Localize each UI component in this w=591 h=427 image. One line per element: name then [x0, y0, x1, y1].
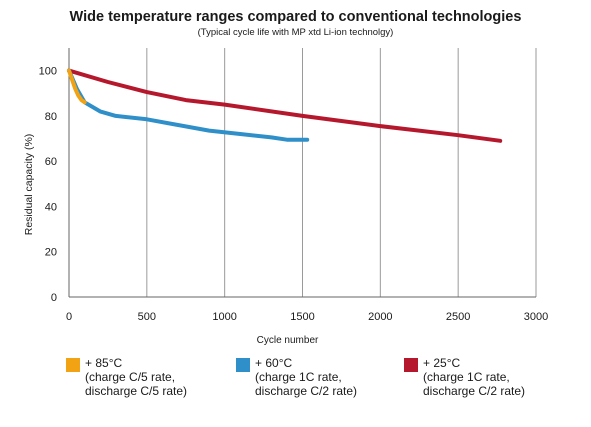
legend-item-25c: + 25°C (charge 1C rate, discharge C/2 ra…: [404, 356, 525, 398]
legend-line: (charge 1C rate,: [255, 370, 342, 384]
y-tick-label: 60: [45, 156, 57, 168]
x-tick-label: 3000: [524, 311, 548, 323]
legend-swatch-60c: [236, 358, 250, 372]
legend-swatch-25c: [404, 358, 418, 372]
series-line-25c: [67, 68, 503, 143]
chart-title: Wide temperature ranges compared to conv…: [69, 9, 522, 25]
chart-subtitle: (Typical cycle life with MP xtd Li-ion t…: [197, 27, 394, 38]
y-tick-label: 0: [51, 292, 57, 304]
x-tick-label: 2500: [446, 311, 470, 323]
legend-swatch-85c: [66, 358, 80, 372]
x-tick-label: 1000: [212, 311, 236, 323]
legend-label-85c: + 85°C (charge C/5 rate, discharge C/5 r…: [85, 356, 187, 398]
y-tick-label: 80: [45, 111, 57, 123]
x-tick-label: 0: [66, 311, 72, 323]
y-tick-label: 20: [45, 247, 57, 259]
legend-item-60c: + 60°C (charge 1C rate, discharge C/2 ra…: [236, 356, 357, 398]
y-tick-label: 100: [39, 66, 57, 78]
y-tick-label: 40: [45, 201, 57, 213]
x-tick-label: 2000: [368, 311, 392, 323]
legend-item-85c: + 85°C (charge C/5 rate, discharge C/5 r…: [66, 356, 187, 398]
legend-line: + 60°C: [255, 356, 293, 370]
legend-line: (charge C/5 rate,: [85, 370, 176, 384]
legend-line: + 85°C: [85, 356, 123, 370]
x-tick-label: 1500: [290, 311, 314, 323]
legend-line: discharge C/5 rate): [85, 384, 188, 398]
legend-line: discharge C/2 rate): [423, 384, 526, 398]
legend-line: + 25°C: [423, 356, 461, 370]
x-axis-label: Cycle number: [257, 335, 319, 346]
legend-label-25c: + 25°C (charge 1C rate, discharge C/2 ra…: [423, 356, 525, 398]
y-axis-label: Residual capacity (%): [23, 134, 35, 236]
x-tick-label: 500: [138, 311, 156, 323]
series-line-85c: [67, 68, 87, 105]
legend-label-60c: + 60°C (charge 1C rate, discharge C/2 ra…: [255, 356, 357, 398]
legend-line: discharge C/2 rate): [255, 384, 358, 398]
legend-line: (charge 1C rate,: [423, 370, 510, 384]
